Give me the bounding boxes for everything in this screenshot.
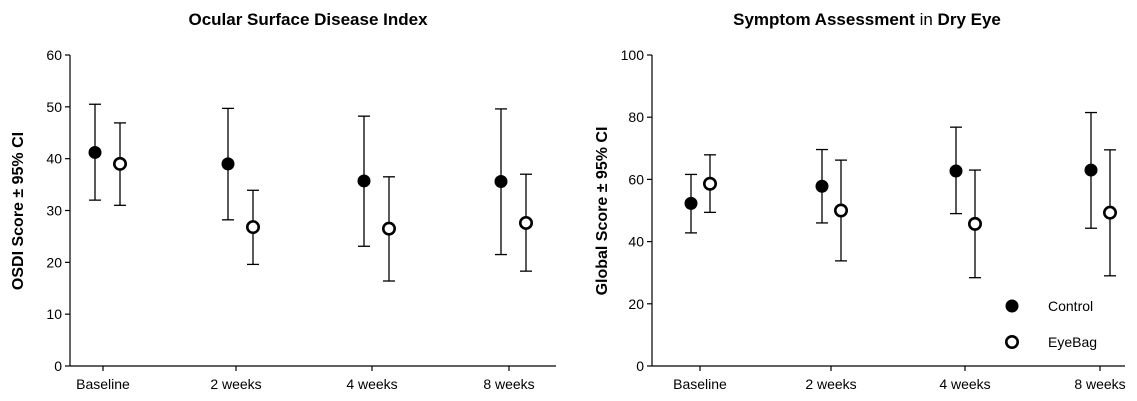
y-tick-label: 60	[46, 47, 62, 63]
control-point	[1084, 163, 1098, 177]
legend-label: Control	[1048, 298, 1093, 314]
control-point	[815, 179, 829, 193]
chart-title-part-2: in	[920, 10, 933, 29]
y-tick-label: 50	[46, 99, 62, 115]
plot-area	[88, 103, 533, 282]
legend-marker-eyebag	[1004, 334, 1019, 349]
x-tick-label: 8 weeks	[1074, 376, 1125, 392]
osdi-chart-svg: Ocular Surface Disease Index OSDI Score …	[10, 10, 556, 392]
y-axis-label: Global Score ± 95% CI	[594, 127, 611, 296]
y-axis-label: OSDI Score ± 95% CI	[10, 132, 27, 290]
control-point	[684, 196, 698, 210]
y-tick-label: 20	[46, 254, 62, 270]
control-point	[357, 174, 371, 188]
sade-chart: Symptom Assessment in Dry Eye Global Sco…	[577, 0, 1137, 401]
eyebag-point	[967, 216, 982, 231]
eyebag-point	[1102, 205, 1117, 220]
y-tick-label: 100	[621, 47, 645, 63]
eyebag-point	[113, 156, 128, 171]
x-tick-label: 2 weeks	[805, 376, 856, 392]
x-tick-label: Baseline	[76, 376, 130, 392]
y-tick-label: 10	[46, 306, 62, 322]
y-tick-label: 30	[46, 203, 62, 219]
axes: 0 20 40 60 80 100 Baseline 2 weeks 4 weeks 8 week…	[621, 47, 1126, 392]
x-tick-label: 4 weeks	[346, 376, 397, 392]
y-tick-label: 0	[636, 358, 644, 374]
chart-title: Symptom Assessment in Dry Eye	[733, 10, 1001, 29]
legend-label: EyeBag	[1048, 334, 1097, 350]
legend: Control EyeBag	[1004, 298, 1097, 350]
control-point	[494, 174, 508, 188]
x-tick-label: 8 weeks	[483, 376, 534, 392]
axes: 0 10 20 30 40 50 60 Baseline 2 weeks 4 weeks 8 wee…	[46, 47, 556, 392]
control-point	[221, 157, 235, 171]
chart-title: Ocular Surface Disease Index	[188, 10, 428, 29]
y-tick-label: 40	[628, 234, 644, 250]
x-tick-label: Baseline	[673, 376, 727, 392]
eyebag-point	[246, 220, 261, 235]
control-point	[88, 145, 102, 159]
x-tick-label: 4 weeks	[939, 376, 990, 392]
eyebag-point	[703, 176, 718, 191]
y-tick-label: 80	[628, 109, 644, 125]
sade-chart-svg: Symptom Assessment in Dry Eye Global Sco…	[594, 10, 1126, 392]
chart-title-part-1: Symptom Assessment	[733, 10, 915, 29]
y-tick-label: 20	[628, 296, 644, 312]
chart-title-part-3: Dry Eye	[938, 10, 1001, 29]
y-tick-label: 60	[628, 171, 644, 187]
eyebag-point	[518, 215, 533, 230]
eyebag-point	[833, 203, 848, 218]
x-tick-label: 2 weeks	[210, 376, 261, 392]
y-tick-label: 0	[54, 358, 62, 374]
osdi-chart: Ocular Surface Disease Index OSDI Score …	[0, 0, 560, 401]
y-tick-label: 40	[46, 151, 62, 167]
control-point	[949, 164, 963, 178]
eyebag-point	[381, 221, 396, 236]
plot-area	[684, 111, 1117, 279]
legend-marker-control	[1005, 299, 1019, 313]
